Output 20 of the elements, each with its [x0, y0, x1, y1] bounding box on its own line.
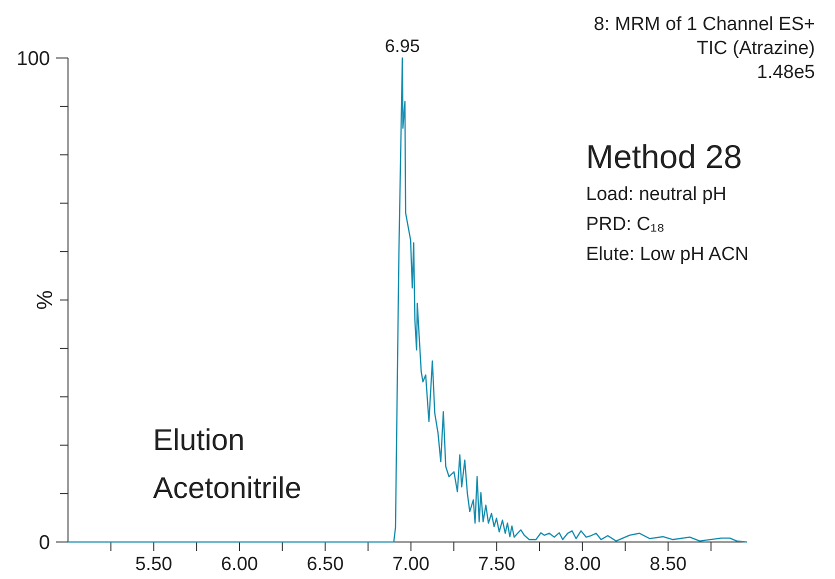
annotation: Method 28	[586, 138, 742, 175]
annotation: Load: neutral pH	[586, 184, 726, 205]
y-tick-label: 0	[38, 532, 50, 554]
y-tick-label: 100	[16, 48, 50, 70]
x-tick-label: 7.00	[392, 554, 430, 575]
y-axis-title: %	[32, 290, 57, 310]
annotation: PRD: C₁₈	[586, 214, 665, 235]
x-tick-label: 5.50	[135, 554, 172, 575]
annotation: Acetonitrile	[153, 472, 302, 505]
annotation: Elution	[153, 424, 245, 457]
annotation: Elute: Low pH ACN	[586, 244, 749, 265]
x-tick-label: 7.50	[478, 554, 516, 575]
x-tick-label: 8.50	[650, 554, 687, 575]
text: 1.48e5	[756, 62, 815, 83]
annotation: TIC (Atrazine)	[696, 38, 815, 59]
x-tick-label: 8.00	[564, 554, 601, 575]
x-tick-label: 6.50	[306, 554, 344, 575]
annotation: 6.95	[384, 36, 420, 56]
x-tick-label: 6.00	[220, 554, 258, 575]
text: 8: MRM of 1 Channel ES+	[594, 14, 815, 35]
